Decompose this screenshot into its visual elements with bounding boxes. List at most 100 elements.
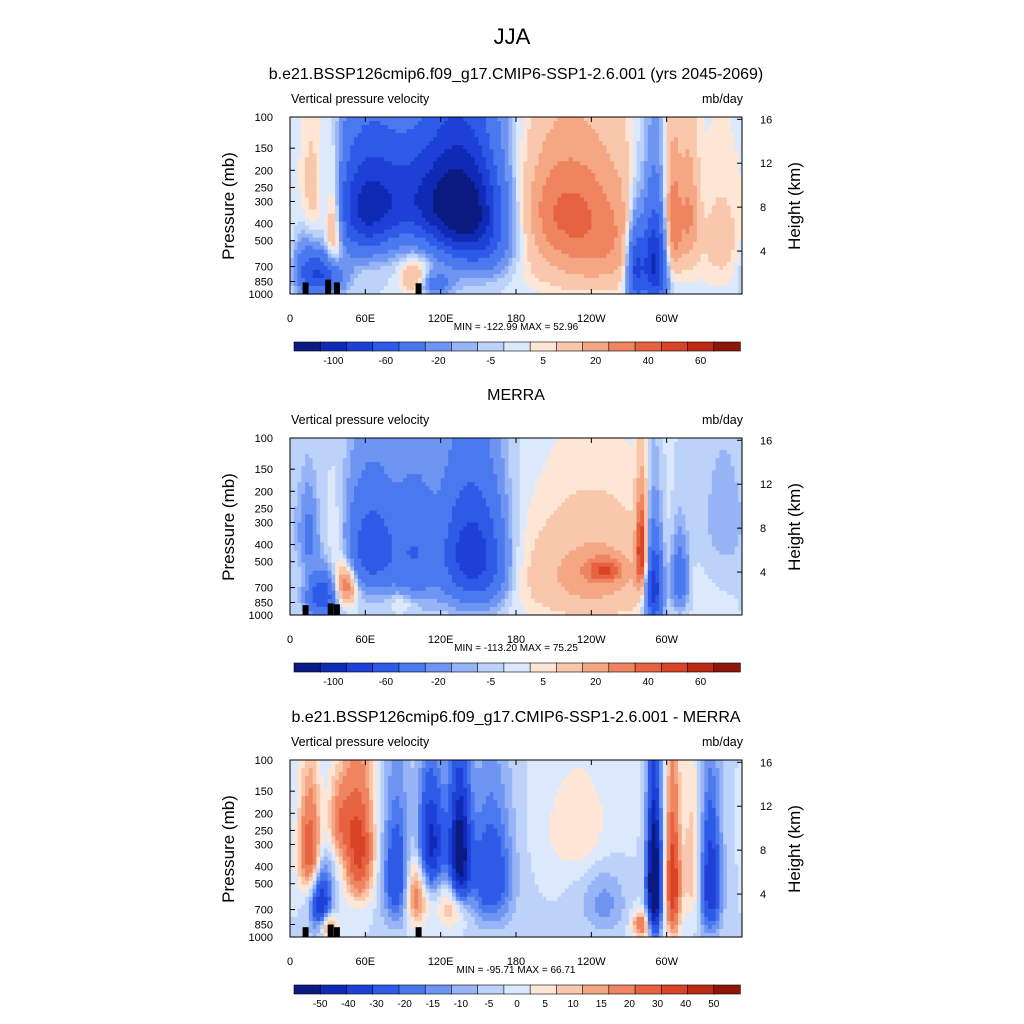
heatmap-cell — [617, 145, 623, 150]
heatmap-cell — [583, 141, 589, 146]
heatmap-cell — [489, 273, 494, 279]
heatmap-cell — [568, 245, 574, 251]
heatmap-cell — [734, 189, 739, 195]
heatmap-cell — [681, 257, 687, 263]
heatmap-cell — [523, 221, 528, 227]
heatmap-cell — [361, 273, 366, 279]
heatmap-cell — [316, 205, 321, 211]
heatmap-cell — [369, 241, 374, 247]
heatmap-cell — [602, 209, 607, 215]
heatmap-cell — [305, 117, 310, 122]
heatmap-cell — [474, 209, 479, 215]
heatmap-cell — [670, 193, 675, 199]
heatmap-cell — [527, 121, 532, 126]
heatmap-cell — [342, 281, 348, 287]
heatmap-cell — [512, 153, 517, 158]
heatmap-cell — [463, 229, 468, 235]
heatmap-cell — [625, 277, 630, 283]
heatmap-cell — [354, 185, 359, 191]
heatmap-cell — [598, 225, 604, 231]
heatmap-cell — [436, 221, 442, 227]
heatmap-cell — [455, 141, 461, 146]
heatmap-cell — [357, 181, 363, 186]
heatmap-cell — [685, 137, 690, 142]
heatmap-cell — [670, 261, 675, 267]
heatmap-cell — [553, 249, 559, 255]
heatmap-cell — [647, 169, 653, 174]
heatmap-cell — [387, 225, 393, 231]
heatmap-cell — [617, 141, 623, 146]
heatmap-cell — [320, 209, 325, 215]
heatmap-cell — [308, 277, 314, 283]
heatmap-cell — [429, 265, 434, 271]
heatmap-cell — [651, 125, 656, 130]
heatmap-cell — [523, 281, 528, 287]
heatmap-cell — [338, 137, 344, 142]
heatmap-cell — [485, 129, 491, 134]
heatmap-cell — [606, 161, 611, 166]
heatmap-cell — [572, 249, 577, 255]
heatmap-cell — [621, 189, 626, 195]
heatmap-cell — [384, 185, 389, 191]
heatmap-cell — [730, 173, 736, 178]
heatmap-cell — [451, 261, 457, 267]
heatmap-cell — [316, 161, 321, 166]
heatmap-cell — [504, 121, 510, 126]
heatmap-cell — [406, 157, 412, 162]
heatmap-cell — [564, 261, 570, 267]
heatmap-cell — [546, 277, 551, 283]
heatmap-cell — [549, 205, 555, 211]
heatmap-cell — [323, 133, 329, 138]
heatmap-cell — [414, 257, 419, 263]
heatmap-cell — [715, 181, 720, 186]
heatmap-cell — [504, 125, 510, 130]
heatmap-cell — [414, 229, 419, 235]
heatmap-cell — [644, 277, 649, 283]
heatmap-cell — [704, 181, 709, 186]
heatmap-cell — [685, 133, 690, 138]
heatmap-cell — [308, 201, 314, 207]
heatmap-cell — [338, 257, 344, 263]
heatmap-cell — [617, 157, 623, 162]
heatmap-cell — [493, 201, 498, 207]
heatmap-cell — [305, 257, 310, 263]
heatmap-cell — [696, 117, 702, 122]
heatmap-cell — [700, 177, 705, 182]
heatmap-cell — [485, 173, 491, 178]
heatmap-cell — [629, 153, 634, 158]
heatmap-cell — [538, 125, 543, 130]
heatmap-cell — [557, 177, 562, 182]
heatmap-cell — [403, 273, 408, 279]
heatmap-cell — [414, 273, 419, 279]
heatmap-cell — [553, 197, 559, 203]
heatmap-cell — [474, 221, 479, 227]
heatmap-cell — [455, 157, 461, 162]
heatmap-cell — [666, 137, 672, 142]
heatmap-cell — [696, 245, 702, 251]
heatmap-cell — [557, 185, 562, 191]
heatmap-cell — [444, 273, 449, 279]
heatmap-cell — [297, 129, 302, 134]
heatmap-cell — [365, 281, 370, 287]
heatmap-cell — [485, 189, 491, 195]
heatmap-cell — [523, 277, 528, 283]
heatmap-cell — [610, 133, 615, 138]
heatmap-cell — [444, 189, 449, 195]
heatmap-cell — [655, 117, 660, 122]
heatmap-cell — [418, 277, 423, 283]
heatmap-cell — [301, 229, 306, 235]
heatmap-cell — [606, 233, 611, 239]
heatmap-cell — [459, 125, 464, 130]
heatmap-cell — [632, 121, 638, 126]
heatmap-cell — [689, 221, 694, 227]
heatmap-cell — [636, 149, 641, 154]
heatmap-cell — [448, 273, 453, 279]
heatmap-cell — [414, 161, 419, 166]
heatmap-cell — [301, 173, 306, 178]
heatmap-cell — [467, 269, 472, 275]
heatmap-cell — [723, 149, 728, 154]
heatmap-cell — [406, 121, 412, 126]
heatmap-cell — [723, 121, 728, 126]
heatmap-cell — [538, 121, 543, 126]
heatmap-cell — [708, 221, 713, 227]
